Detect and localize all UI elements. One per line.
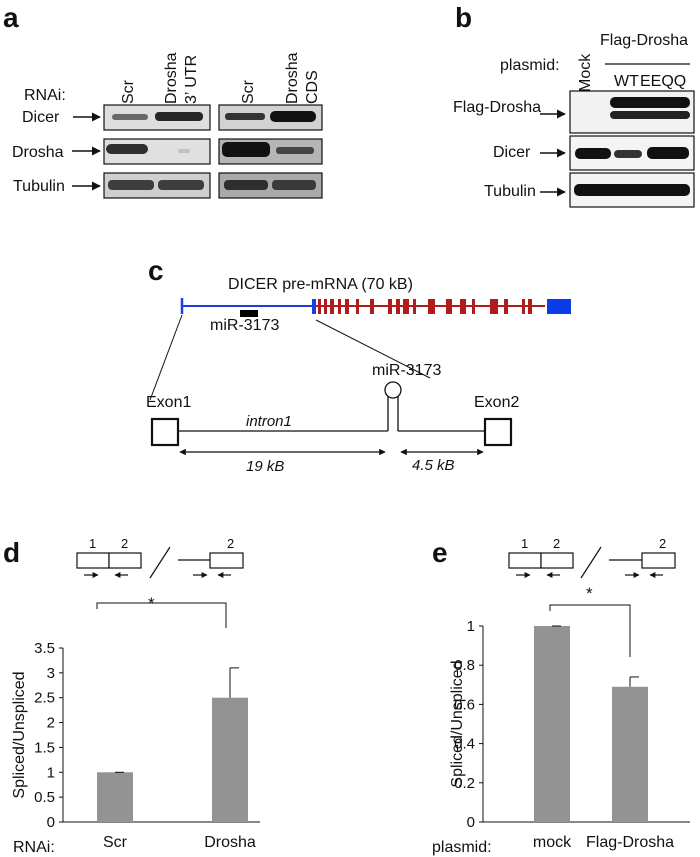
blot-flag-drosha	[569, 90, 695, 134]
lane-label: Scr	[240, 79, 257, 104]
lane-label-wt: WT	[614, 73, 639, 90]
panel-a: a RNAi: Scr Drosha 3’ UTR Scr Drosha CDS…	[3, 2, 323, 199]
x-tick-label: mock	[533, 834, 572, 851]
utr-block	[547, 299, 571, 314]
chart-e: 0 0.2 0.4 0.6 0.8 1 mock Flag-Drosha Spliced/Uns…	[449, 618, 690, 851]
blot-drosha-right	[218, 138, 323, 165]
exon2-label: Exon2	[474, 394, 519, 411]
mirna-big-label: miR-3173	[372, 362, 441, 379]
rnai-label: RNAi:	[24, 87, 66, 104]
bar	[612, 686, 648, 822]
x-tick-label: Flag-Drosha	[586, 834, 674, 851]
x-tick-label: Scr	[103, 834, 128, 851]
zoom-line	[315, 319, 431, 379]
y-tick-label: 2.5	[34, 690, 55, 707]
y-tick-label: 0.4	[454, 736, 475, 753]
zoom-line	[149, 314, 183, 401]
svg-text:1: 1	[521, 536, 528, 551]
lane-label-mock: Mock	[577, 53, 594, 92]
primer-schematic-d: 1 2 2	[76, 536, 244, 579]
svg-text:2: 2	[121, 536, 128, 551]
exon1-label: Exon1	[146, 394, 191, 411]
significance-star: *	[586, 584, 593, 603]
panel-c: c DICER pre-mRNA (70 kB)	[146, 255, 571, 475]
blot-drosha-left	[103, 138, 211, 165]
svg-text:2: 2	[659, 536, 666, 551]
lane-label: Drosha	[163, 52, 180, 104]
mirna-small-label: miR-3173	[210, 317, 279, 334]
panel-b: b plasmid: Mock Flag-Drosha WT EEQQ Flag…	[453, 2, 695, 208]
y-tick-label: 3.5	[34, 640, 55, 657]
lane-label: CDS	[304, 70, 321, 104]
axis-prefix: plasmid:	[432, 839, 492, 856]
y-tick-label: 0	[467, 814, 475, 831]
exon2-box	[483, 417, 513, 447]
hairpin-loop	[384, 381, 402, 399]
lane-label: Scr	[120, 79, 137, 104]
flag-drosha-group-label: Flag-Drosha	[600, 32, 688, 49]
x-tick-label: Drosha	[204, 834, 256, 851]
lane-label-eeqq: EEQQ	[640, 73, 686, 90]
primer-schematic-e: 1 2 2	[508, 536, 676, 579]
panel-e: e 1 2 2 * 0 0.2 0.4 0.6 0.8 1 mock Flag-Drosha S…	[432, 536, 690, 856]
y-tick-label: 3	[47, 665, 55, 682]
blot-row-label: Dicer	[22, 109, 60, 126]
y-tick-label: 1	[47, 764, 55, 781]
blot-tubulin-right	[218, 172, 323, 199]
y-tick-label: 0	[47, 814, 55, 831]
lane-label: Drosha	[284, 52, 301, 104]
y-tick-label: 0.6	[454, 696, 475, 713]
blot-tubulin-left	[103, 172, 211, 199]
blot-row-label: Flag-Drosha	[453, 99, 541, 116]
blot-tubulin-b	[569, 172, 695, 208]
y-tick-label: 0.2	[454, 775, 475, 792]
blot-row-label: Tubulin	[484, 183, 536, 200]
axis-prefix: RNAi:	[13, 839, 55, 856]
lane-label: 3’ UTR	[183, 55, 200, 104]
y-tick-label: 0.8	[454, 657, 475, 674]
intron-label: intron1	[246, 413, 292, 430]
bar	[212, 697, 248, 822]
significance-bracket	[549, 604, 631, 657]
exon1-box	[150, 417, 180, 447]
y-tick-label: 0.5	[34, 789, 55, 806]
mirna-locus	[240, 310, 258, 317]
plasmid-label: plasmid:	[500, 57, 560, 74]
blot-dicer-left	[103, 104, 211, 131]
significance-bracket	[96, 602, 227, 628]
blot-row-label: Drosha	[12, 144, 64, 161]
panel-d: d 1 2 2 * 0 0.5 1 1.5 2 2.5 3 3.5 Scr Drosha Splic…	[3, 536, 260, 856]
panel-d-letter: d	[3, 537, 20, 568]
blot-row-label: Dicer	[493, 144, 531, 161]
panel-c-letter: c	[148, 255, 164, 286]
blot-row-label: Tubulin	[13, 178, 65, 195]
chart-d: 0 0.5 1 1.5 2 2.5 3 3.5 Scr Drosha Spliced/Unsplic…	[11, 640, 260, 851]
bar	[534, 626, 570, 822]
panel-b-letter: b	[455, 2, 472, 33]
bar	[97, 772, 133, 822]
exon-marks	[318, 299, 532, 314]
svg-text:2: 2	[553, 536, 560, 551]
y-tick-label: 2	[47, 715, 55, 732]
svg-text:1: 1	[89, 536, 96, 551]
svg-text:2: 2	[227, 536, 234, 551]
blot-dicer-b	[569, 135, 695, 171]
distance-label-4-5kb: 4.5 kB	[412, 457, 455, 474]
panel-a-letter: a	[3, 2, 19, 33]
y-tick-label: 1.5	[34, 739, 55, 756]
y-tick-label: 1	[467, 618, 475, 635]
panel-e-letter: e	[432, 537, 448, 568]
gene-title: DICER pre-mRNA (70 kB)	[228, 276, 413, 293]
y-axis-label: Spliced/Unspliced	[11, 671, 28, 798]
y-axis-label: Spliced/Unspliced	[449, 660, 466, 787]
distance-label-19kb: 19 kB	[246, 458, 284, 475]
blot-dicer-right	[218, 104, 323, 131]
significance-star: *	[148, 594, 155, 613]
